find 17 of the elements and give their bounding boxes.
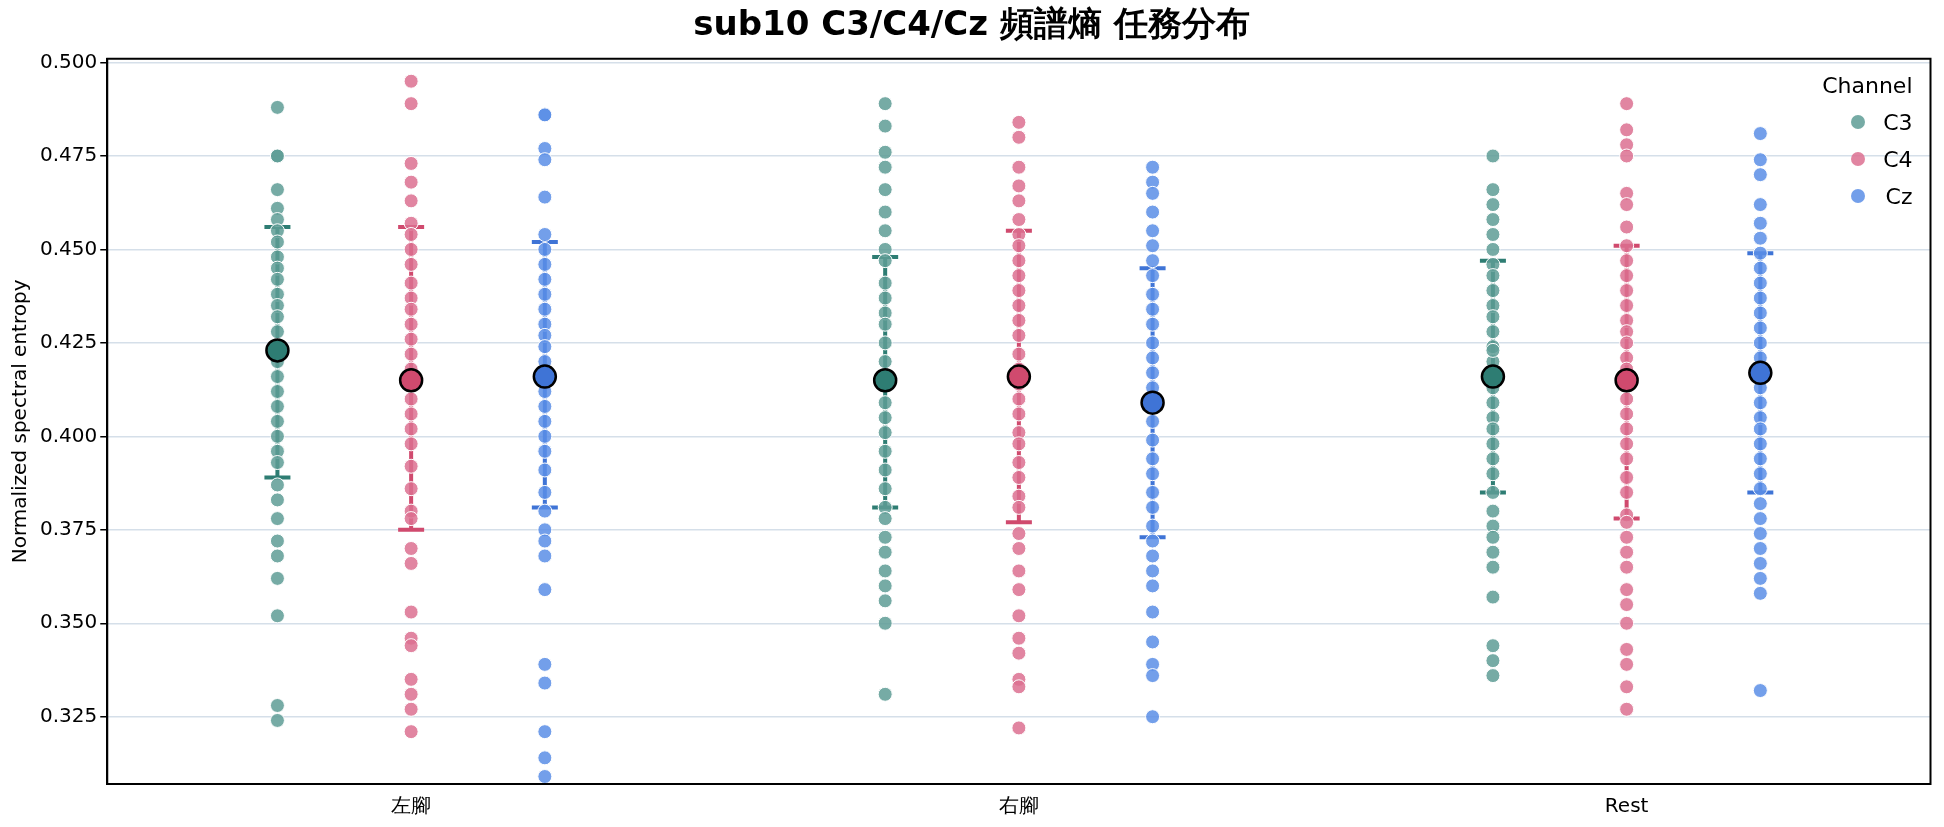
y-axis-title: Normalized spectral entropy (7, 279, 32, 564)
x-tick-label: 左腳 (391, 793, 432, 818)
legend-label: Cz (1884, 183, 1913, 209)
y-tick-label: 0.425 (39, 329, 98, 354)
y-tick-label: 0.450 (39, 235, 98, 260)
y-tick-label: 0.375 (39, 516, 98, 541)
y-tick-label: 0.475 (39, 142, 98, 167)
x-tick-label: Rest (1604, 793, 1649, 818)
legend-title: Channel (1822, 72, 1913, 98)
chart-title: sub10 C3/C4/Cz 頻譜熵 任務分布 (693, 3, 1250, 44)
y-tick-label: 0.350 (39, 609, 98, 634)
legend-label: C3 (1882, 109, 1913, 135)
y-tick-label: 0.325 (39, 702, 98, 727)
legend-label: C4 (1882, 146, 1913, 172)
x-tick-label: 右腳 (998, 793, 1039, 818)
y-tick-label: 0.400 (39, 422, 98, 447)
y-tick-label: 0.500 (39, 48, 98, 73)
